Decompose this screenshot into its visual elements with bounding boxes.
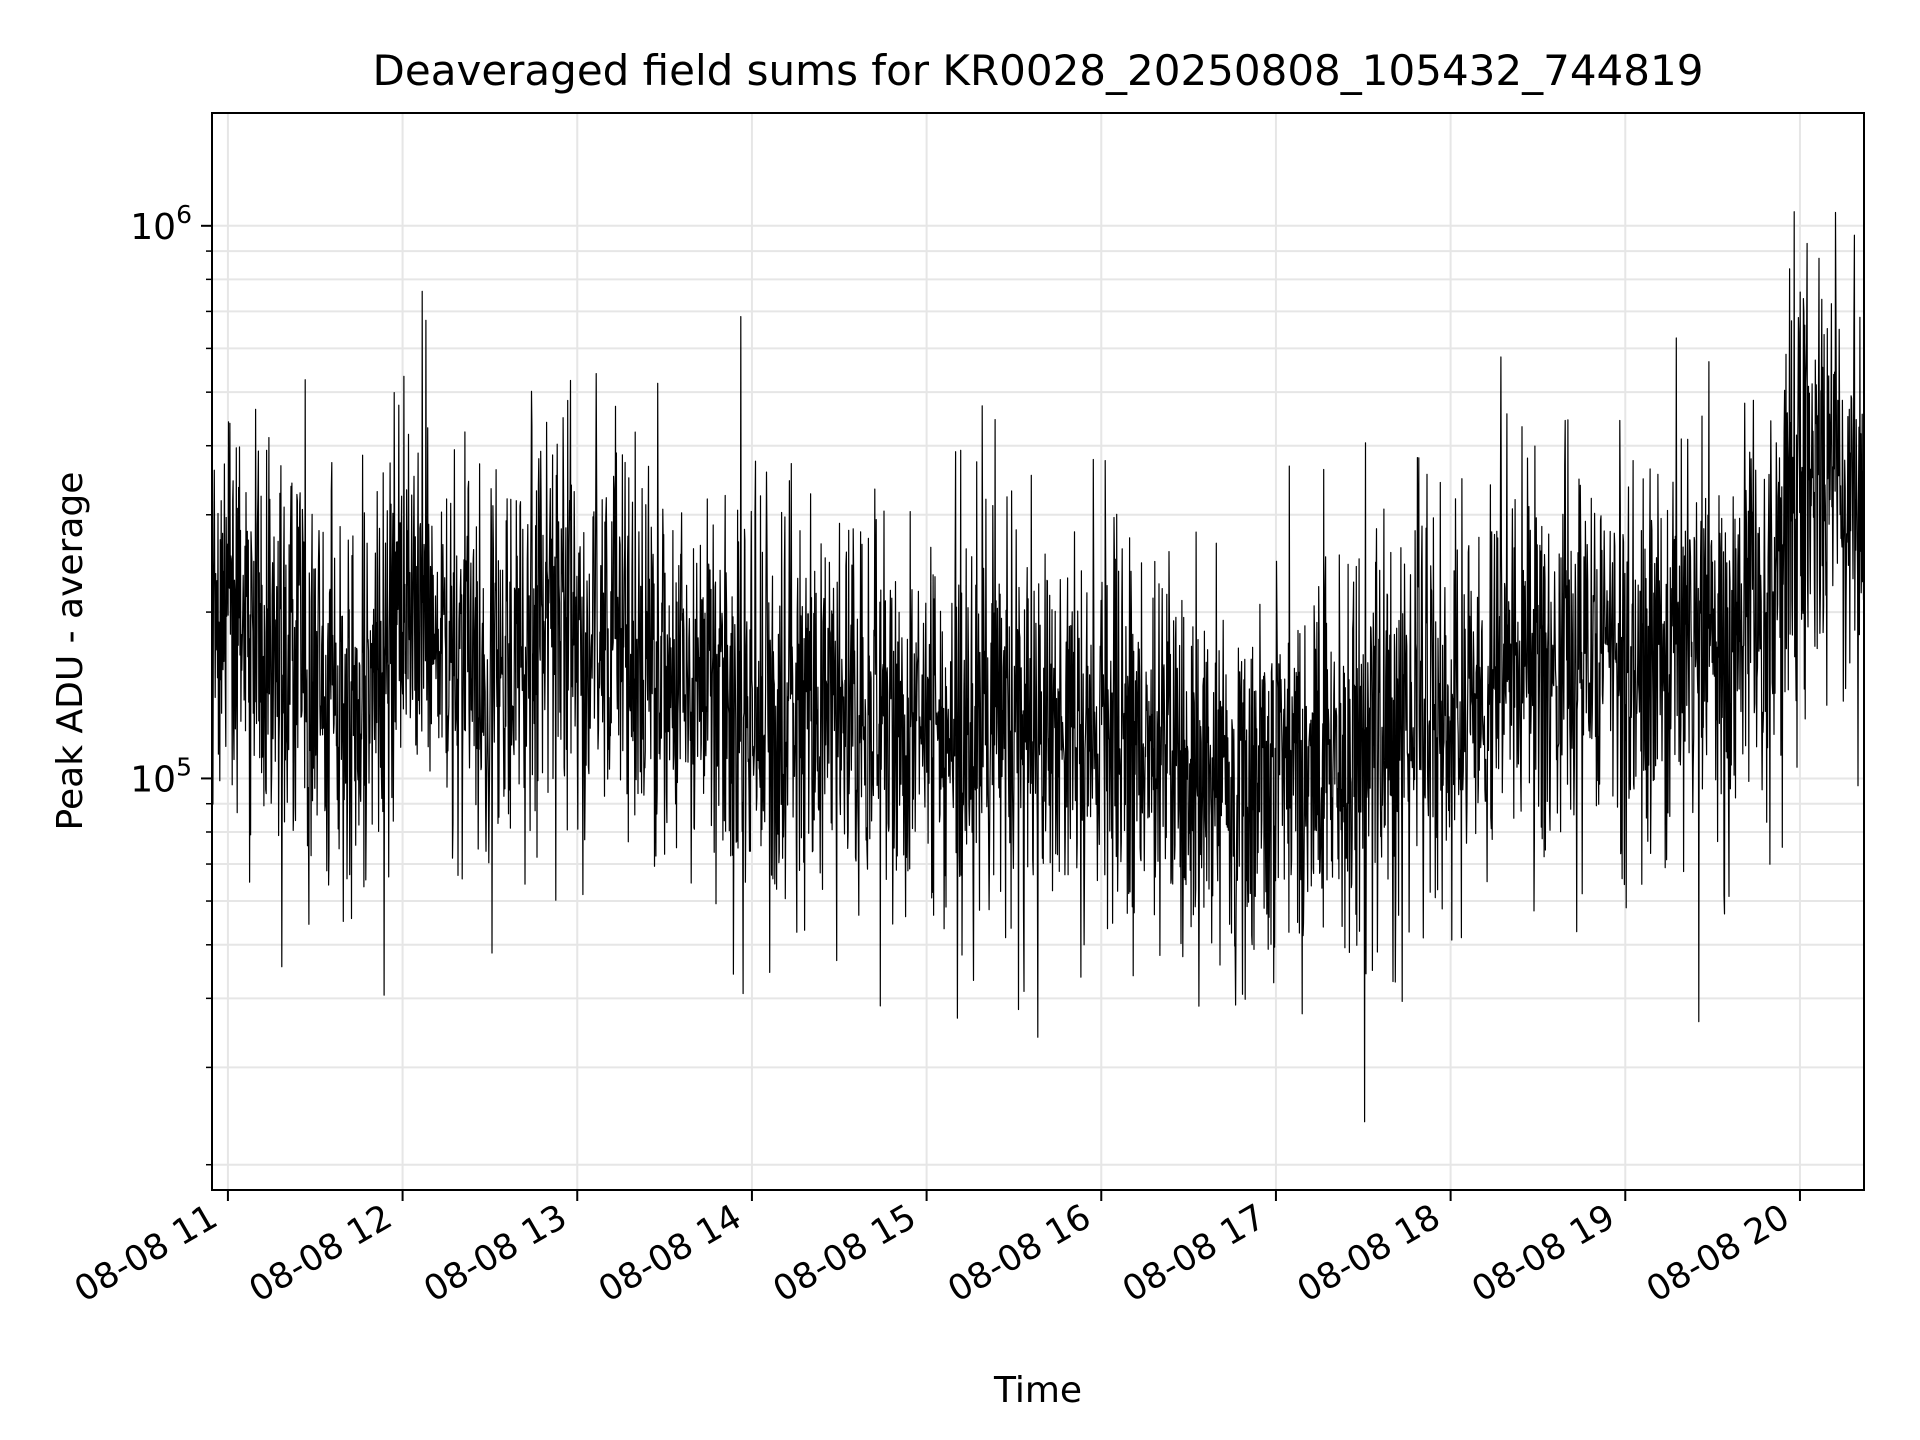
x-tick-label: 08-08 14: [592, 1197, 748, 1310]
x-tick-label: 08-08 20: [1640, 1197, 1796, 1310]
series-line: [211, 211, 1865, 1123]
x-tick-label: 08-08 17: [1116, 1197, 1272, 1310]
x-tick-label: 08-08 13: [417, 1197, 573, 1310]
y-axis-label: Peak ADU - average: [50, 472, 91, 831]
data-series: [211, 211, 1865, 1123]
x-tick-label: 08-08 19: [1465, 1197, 1621, 1310]
x-tick-label: 08-08 18: [1291, 1197, 1447, 1310]
chart-title: Deaveraged field sums for KR0028_2025080…: [373, 46, 1704, 95]
y-tick-label: 105: [130, 752, 192, 800]
x-axis-label: Time: [993, 1370, 1082, 1411]
x-tick-label: 08-08 16: [941, 1197, 1097, 1310]
x-tick-label: 08-08 11: [68, 1197, 224, 1310]
plot-frame: [211, 112, 1865, 1191]
y-tick-label: 106: [130, 200, 192, 248]
x-tick-label: 08-08 15: [767, 1197, 923, 1310]
x-tick-label: 08-08 12: [243, 1197, 399, 1310]
